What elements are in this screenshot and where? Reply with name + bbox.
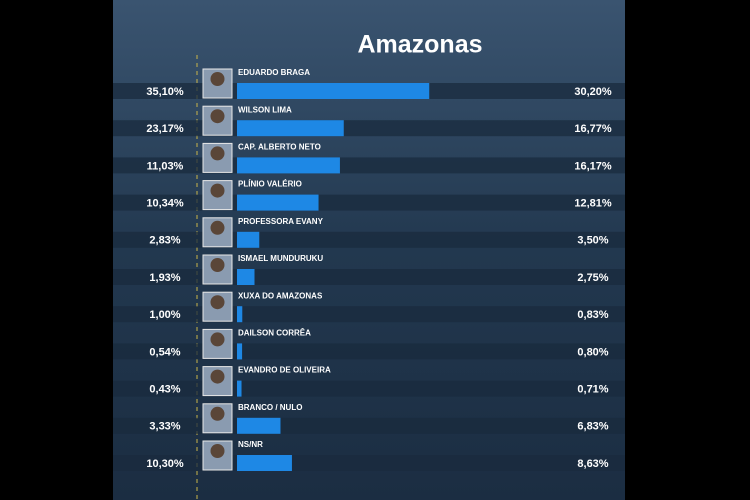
photo-head: [210, 146, 225, 161]
previous-value: 3,33%: [149, 421, 180, 433]
previous-value: 0,54%: [149, 346, 180, 358]
row-track: [113, 343, 625, 360]
value-label: 6,83%: [577, 421, 608, 433]
candidate-name: EVANDRO DE OLIVEIRA: [238, 366, 331, 375]
previous-value: 23,17%: [146, 123, 184, 135]
bar: [237, 380, 242, 397]
previous-value: 11,03%: [147, 160, 184, 172]
candidate-name: DAILSON CORRÊA: [238, 329, 311, 338]
candidate-name: XUXA DO AMAZONAS: [238, 291, 323, 300]
value-label: 0,71%: [577, 384, 608, 396]
photo-head: [210, 258, 225, 272]
bar: [237, 120, 344, 137]
candidate-name: BRANCO / NULO: [238, 403, 302, 412]
row-track: [113, 417, 625, 434]
previous-value: 2,83%: [149, 235, 180, 247]
candidate-name: WILSON LIMA: [238, 105, 292, 114]
row-track: [113, 455, 625, 471]
bar: [237, 194, 319, 211]
value-label: 16,77%: [574, 123, 612, 135]
chart-title: Amazonas: [357, 31, 482, 59]
value-label: 3,50%: [577, 235, 608, 247]
photo-head: [210, 369, 225, 384]
photo-head: [210, 109, 225, 124]
value-label: 0,83%: [577, 309, 608, 321]
previous-value: 10,34%: [146, 198, 184, 210]
row-track: [113, 194, 625, 211]
value-label: 0,80%: [577, 346, 608, 358]
bar: [237, 455, 292, 471]
previous-value: 0,43%: [149, 384, 180, 396]
candidate-name: EDUARDO BRAGA: [238, 68, 310, 77]
previous-value: 1,93%: [149, 272, 180, 284]
previous-value: 1,00%: [149, 309, 180, 321]
candidate-name: ISMAEL MUNDURUKU: [238, 254, 323, 263]
bar: [237, 306, 243, 323]
value-label: 30,20%: [574, 86, 612, 98]
candidate-name: CAP. ALBERTO NETO: [238, 143, 321, 152]
row-track: [113, 380, 625, 397]
candidate-name: NS/NR: [238, 440, 263, 449]
candidate-name: PROFESSORA EVANY: [238, 217, 324, 226]
photo-head: [210, 72, 225, 86]
row-track: [113, 269, 625, 285]
bar: [237, 83, 430, 99]
bar: [237, 343, 243, 360]
row-track: [113, 157, 625, 174]
candidate-name: PLÍNIO VALÉRIO: [238, 180, 302, 189]
previous-value: 35,10%: [146, 86, 184, 98]
value-label: 2,75%: [577, 272, 608, 284]
photo-head: [210, 406, 225, 421]
value-label: 8,63%: [577, 458, 608, 470]
photo-head: [210, 220, 225, 235]
row-track: [113, 120, 625, 137]
photo-head: [210, 332, 225, 347]
value-label: 12,81%: [574, 198, 612, 210]
previous-value: 10,30%: [146, 458, 184, 470]
row-track: [113, 231, 625, 248]
row-track: [113, 306, 625, 323]
photo-head: [210, 295, 225, 310]
photo-head: [210, 444, 225, 458]
bar: [237, 157, 340, 174]
photo-head: [210, 183, 225, 198]
bar: [237, 417, 281, 434]
bar: [237, 231, 260, 248]
value-label: 16,17%: [574, 160, 612, 172]
bar: [237, 269, 255, 285]
